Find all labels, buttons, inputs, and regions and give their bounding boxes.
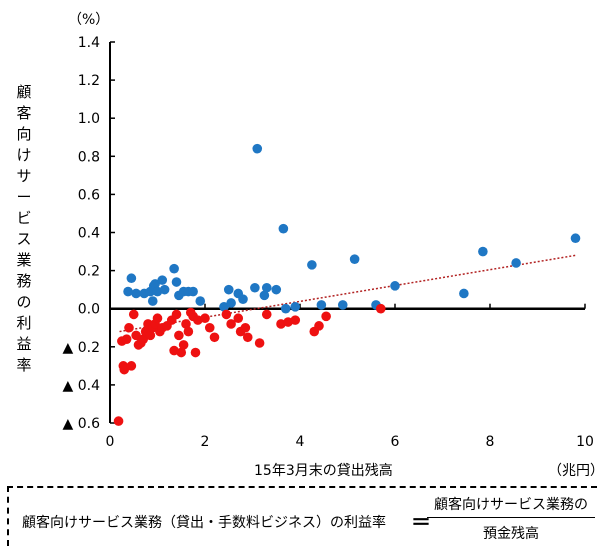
data-point-positive [280,303,291,314]
data-point-negative [171,309,182,320]
data-point-negative [131,330,141,341]
data-point-positive [219,301,229,312]
data-point-negative [113,416,124,426]
data-point-negative [290,315,301,325]
tick-labels: 1.4 1.2 1.0 0.8 0.6 0.4 0.2 0.0 ▲ 0.2 ▲ 0.4 ▲ 0.6 0… [63,35,594,450]
data-point-negative [178,340,189,350]
y-tick-label: 0.0 [78,302,100,318]
y-tick-label: ▲ 0.4 [63,378,101,394]
data-point-negative [226,319,236,329]
data-point-positive [171,277,182,287]
data-point-negative [242,332,253,343]
data-point-negative [200,313,210,324]
data-point-positive [349,254,360,264]
data-point-positive [169,263,179,274]
scatter-chart: 1.4 1.2 1.0 0.8 0.6 0.4 0.2 0.0 ▲ 0.2 ▲ 0.4 ▲ 0.6 0… [63,35,594,450]
x-axis-label: 15年3月末の貸出残高 [254,463,393,479]
data-point-positive [259,290,270,301]
data-point-positive [250,282,260,293]
y-axis-label: 顧客向けサービス業務の利益率 [16,83,32,374]
data-point-positive [278,223,289,234]
y-tick-label: 1.2 [78,73,100,89]
x-tick-label: 0 [106,434,115,450]
formula-box: 顧客向けサービス業務（貸出・手数料ビジネス）の利益率 ＝ 顧客向けサービス業務の… [7,486,597,546]
x-axis-unit: （兆円） [548,463,601,479]
data-point-negative [138,334,149,344]
data-point-positive [271,284,282,295]
y-tick-label: 0.6 [78,187,100,203]
x-tick-label: 10 [576,434,594,450]
y-tick-label: 1.0 [78,111,100,127]
data-point-positive [570,233,581,244]
data-point-positive [195,296,206,306]
data-point-negative [209,332,220,343]
data-point-positive [252,143,263,154]
data-point-negative [240,322,251,333]
data-point-positive [337,300,348,310]
data-point-negative [183,326,194,337]
data-point-negative [204,322,215,333]
data-point-negative [221,309,232,320]
formula-numerator: 顧客向けサービス業務の [427,494,595,518]
data-point-positive [307,260,317,270]
data-point-positive [478,246,488,257]
data-point-positive [157,275,168,285]
axes [109,41,586,424]
data-point-positive [511,258,521,268]
x-tick-label: 4 [296,434,305,450]
data-point-negative [375,303,386,314]
data-point-positive [123,286,133,297]
data-point-positive [159,284,170,295]
data-point-negative [145,330,156,341]
data-point-positive [261,282,272,293]
data-point-negative [121,334,132,344]
data-point-positive [238,294,248,304]
formula-lhs: 顧客向けサービス業務（貸出・手数料ビジネス）の利益率 [22,515,386,531]
data-point-negative [261,309,272,320]
data-point-positive [223,284,234,295]
data-point-negative [119,364,130,375]
data-point-positive [316,300,327,310]
data-point-negative [174,330,184,341]
data-point-positive [147,296,158,306]
data-point-negative [181,319,191,329]
data-point-negative [254,338,265,348]
y-tick-label: 0.4 [78,226,100,242]
data-point-negative [314,321,324,331]
x-tick-label: 2 [201,434,210,450]
y-axis-unit: （%） [68,12,110,28]
data-point-negative [176,347,187,358]
data-points [113,143,581,426]
data-point-positive [126,273,137,284]
y-tick-label: 0.2 [78,264,100,280]
y-tick-label: ▲ 0.6 [63,416,101,432]
y-tick-label: ▲ 0.2 [63,340,100,356]
data-point-negative [152,313,163,324]
formula-denominator: 預金残高 [483,526,539,542]
data-point-negative [126,361,137,371]
data-point-positive [390,281,400,291]
data-point-negative [190,347,201,358]
x-tick-label: 8 [486,434,495,450]
data-point-negative [321,311,331,322]
formula-fraction: 顧客向けサービス業務の 預金残高 [427,494,595,543]
formula-equals: ＝ [411,510,431,534]
y-tick-label: 0.8 [78,149,100,165]
x-tick-label: 6 [391,434,400,450]
data-point-negative [233,313,244,324]
data-point-positive [459,288,469,299]
data-point-negative [124,322,134,333]
data-point-positive [290,301,301,312]
y-tick-label: 1.4 [78,35,100,51]
data-point-positive [188,286,198,297]
data-point-positive [150,279,160,289]
data-point-positive [226,298,236,308]
data-point-positive [131,288,141,299]
data-point-negative [128,309,139,320]
